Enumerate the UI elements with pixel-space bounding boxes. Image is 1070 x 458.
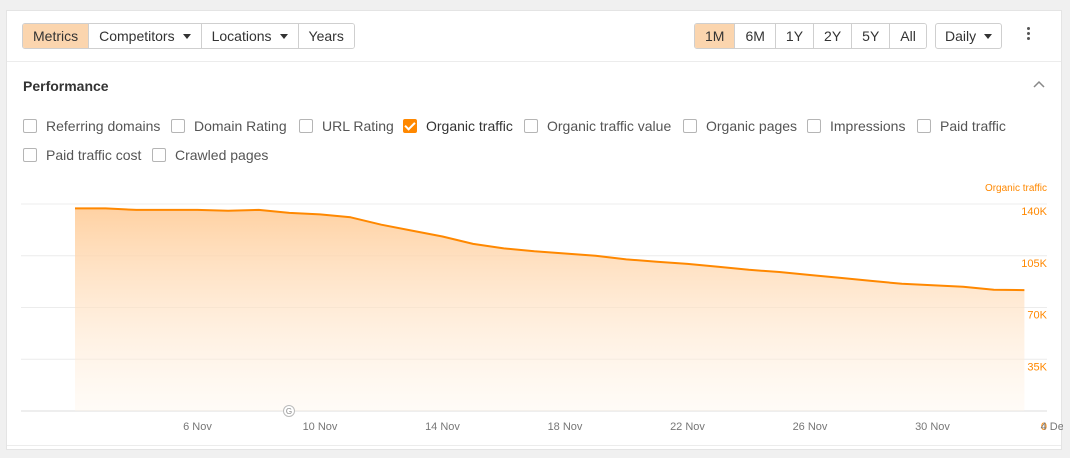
tab-competitors[interactable]: Competitors: [88, 24, 201, 48]
interval-dropdown[interactable]: Daily: [935, 23, 1003, 49]
metric-label: URL Rating: [322, 118, 394, 134]
series-area: [75, 208, 1025, 411]
metric-organic-pages[interactable]: Organic pages: [683, 116, 797, 136]
x-tick-label: 26 Nov: [793, 421, 828, 433]
tab-label: Years: [308, 28, 344, 44]
view-tabs: Metrics Competitors Locations Years: [22, 23, 355, 49]
checkbox-icon[interactable]: [807, 119, 821, 133]
series-line: [75, 207, 1025, 292]
x-tick-label: 10 Nov: [303, 421, 338, 433]
performance-card: Metrics Competitors Locations Years 1M 6M 1Y 2…: [6, 10, 1063, 450]
metric-crawled-pages[interactable]: Crawled pages: [152, 145, 268, 165]
x-tick-label: 4 Dec: [1041, 421, 1063, 433]
tab-label: Locations: [211, 28, 272, 44]
y-tick-label: 0: [1041, 421, 1047, 433]
range-label: 1M: [705, 28, 725, 44]
range-2y[interactable]: 2Y: [813, 24, 852, 48]
divider: [7, 445, 1061, 446]
metric-label: Paid traffic: [940, 118, 1006, 134]
range-label: All: [900, 28, 916, 44]
metric-label: Crawled pages: [175, 147, 269, 163]
range-6m[interactable]: 6M: [734, 24, 775, 48]
checkbox-checked-icon[interactable]: [403, 119, 417, 133]
metric-organic-traffic-value[interactable]: Organic traffic value: [524, 116, 671, 136]
metric-domain-rating[interactable]: Domain Rating: [171, 116, 287, 136]
x-tick-label: 18 Nov: [548, 421, 583, 433]
metric-impressions[interactable]: Impressions: [807, 116, 905, 136]
organic-traffic-chart: 0 35K 70K 105K 140K Organic traffic 6 Nov 10 No…: [21, 183, 1063, 433]
range-5y[interactable]: 5Y: [851, 24, 890, 48]
checkbox-icon[interactable]: [917, 119, 931, 133]
y-tick-label: 105K: [1021, 258, 1047, 270]
range-label: 5Y: [862, 28, 880, 44]
tab-label: Competitors: [99, 28, 175, 44]
range-all[interactable]: All: [889, 24, 926, 48]
metric-paid-traffic-cost[interactable]: Paid traffic cost: [23, 145, 141, 165]
range-label: 2Y: [824, 28, 842, 44]
range-tabs: 1M 6M 1Y 2Y 5Y All: [694, 23, 927, 49]
chevron-down-icon: [279, 34, 288, 39]
metric-label: Organic pages: [706, 118, 798, 134]
annotation-marker-label: G: [286, 407, 292, 416]
x-tick-label: 14 Nov: [425, 421, 460, 433]
checkbox-icon[interactable]: [23, 119, 37, 133]
more-options-icon[interactable]: [1023, 27, 1033, 45]
metric-label: Paid traffic cost: [46, 147, 142, 163]
tab-label: Metrics: [33, 28, 79, 44]
x-tick-label: 6 Nov: [183, 421, 212, 433]
metric-label: Impressions: [830, 118, 906, 134]
metric-label: Organic traffic: [426, 118, 513, 134]
metric-label: Organic traffic value: [547, 118, 672, 134]
interval-label: Daily: [945, 28, 977, 44]
section-title: Performance: [23, 78, 109, 94]
metric-label: Domain Rating: [194, 118, 287, 134]
checkbox-icon[interactable]: [524, 119, 538, 133]
range-1y[interactable]: 1Y: [774, 24, 814, 48]
checkbox-icon[interactable]: [152, 148, 166, 162]
metric-label: Referring domains: [46, 118, 161, 134]
y-tick-label: 35K: [1027, 361, 1047, 373]
metric-referring-domains[interactable]: Referring domains: [23, 116, 160, 136]
toolbar: Metrics Competitors Locations Years 1M 6M 1Y 2…: [7, 11, 1061, 62]
metric-paid-traffic[interactable]: Paid traffic: [917, 116, 1006, 136]
checkbox-icon[interactable]: [299, 119, 313, 133]
range-1m[interactable]: 1M: [695, 24, 735, 48]
checkbox-icon[interactable]: [683, 119, 697, 133]
y-axis-title: Organic traffic: [985, 183, 1047, 194]
x-tick-label: 30 Nov: [915, 421, 950, 433]
range-label: 6M: [745, 28, 765, 44]
x-tick-label: 22 Nov: [670, 421, 705, 433]
collapse-chevron-icon[interactable]: [1031, 77, 1047, 93]
metric-url-rating[interactable]: URL Rating: [299, 116, 394, 136]
tab-metrics[interactable]: Metrics: [23, 24, 89, 48]
chevron-down-icon: [984, 34, 993, 39]
metric-organic-traffic[interactable]: Organic traffic: [403, 116, 513, 136]
tab-years[interactable]: Years: [297, 24, 354, 48]
chevron-down-icon: [182, 34, 191, 39]
annotation-marker: [283, 405, 295, 417]
checkbox-icon[interactable]: [23, 148, 37, 162]
range-label: 1Y: [785, 28, 804, 44]
tab-locations[interactable]: Locations: [200, 24, 298, 48]
checkbox-icon[interactable]: [171, 119, 185, 133]
y-tick-label: 70K: [1027, 310, 1047, 322]
y-tick-label: 140K: [1021, 206, 1047, 218]
